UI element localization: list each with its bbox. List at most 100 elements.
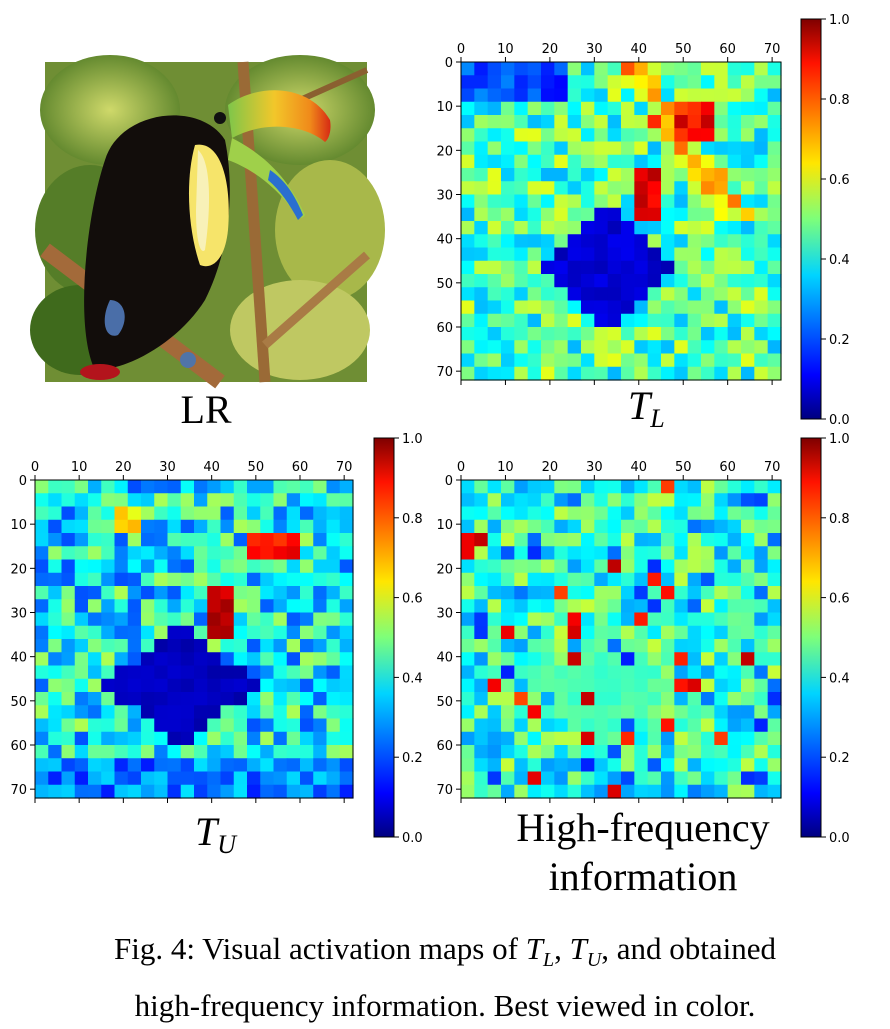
- heatmap-cell: [141, 784, 155, 799]
- heatmap-cell: [581, 652, 595, 667]
- heatmap-cell: [607, 115, 622, 129]
- heatmap-cell: [461, 274, 475, 288]
- heatmap-cell: [514, 353, 529, 368]
- heatmap-cell: [101, 599, 116, 614]
- heatmap-cell: [701, 88, 715, 103]
- heatmap-cell: [154, 745, 169, 759]
- heatmap-cell: [647, 572, 662, 587]
- heatmap-cell: [74, 758, 89, 773]
- heatmap-cell: [567, 181, 582, 196]
- heatmap-cell: [567, 313, 582, 328]
- heatmap-cell: [487, 101, 502, 116]
- heatmap-cell: [554, 784, 569, 799]
- heatmap-cell: [554, 731, 569, 746]
- heatmap-cell: [141, 546, 155, 561]
- heatmap-cell: [607, 75, 622, 90]
- heatmap-cell: [461, 207, 475, 222]
- heatmap-cell: [554, 340, 569, 355]
- heatmap-cell: [647, 327, 662, 341]
- heatmap-cell: [48, 639, 63, 653]
- heatmap-cell: [339, 692, 354, 706]
- heatmap-cell: [594, 194, 609, 209]
- heatmap-cell: [634, 533, 649, 547]
- heatmap-cell: [101, 784, 116, 799]
- heatmap-cell: [527, 366, 542, 381]
- heatmap-cell: [767, 533, 782, 547]
- heatmap-cell: [674, 207, 689, 222]
- heatmap-cell: [701, 678, 715, 693]
- heatmap-cell: [194, 718, 208, 733]
- heatmap-cell: [474, 313, 489, 328]
- heatmap-cell: [326, 506, 341, 521]
- heatmap-cell: [527, 115, 542, 129]
- heatmap-cell: [180, 718, 195, 733]
- heatmap-cell: [313, 784, 328, 799]
- heatmap-cell: [741, 493, 755, 508]
- heatmap-cell: [687, 274, 702, 288]
- heatmap-cell: [687, 181, 702, 196]
- heatmap-cell: [180, 665, 195, 680]
- heatmap-cell: [581, 234, 595, 249]
- heatmap-cell: [487, 652, 502, 667]
- heatmap-cell: [607, 506, 622, 521]
- heatmap-cell: [313, 493, 328, 508]
- heatmap-cell: [313, 506, 328, 521]
- heatmap-cell: [501, 260, 515, 275]
- y-tick-label: 10: [10, 518, 27, 533]
- heatmap-cell: [88, 665, 102, 680]
- heatmap-cell: [300, 586, 314, 600]
- heatmap-cell: [701, 533, 715, 547]
- heatmap-cell: [141, 519, 155, 534]
- heatmap-cell: [286, 625, 301, 640]
- heatmap-cell: [474, 586, 489, 600]
- heatmap-cell: [61, 480, 76, 494]
- heatmap-cell: [567, 546, 582, 561]
- heatmap-cell: [487, 366, 502, 381]
- heatmap-cell: [567, 692, 582, 706]
- heatmap-cell: [767, 168, 782, 182]
- heatmap-cell: [48, 519, 63, 534]
- x-tick-label: 40: [631, 460, 648, 475]
- heatmap-cell: [594, 154, 609, 169]
- heatmap-cell: [339, 639, 354, 653]
- heatmap-cell: [754, 493, 769, 508]
- heatmap-cell: [527, 154, 542, 169]
- colorbar-tick-label: 0.6: [829, 173, 850, 188]
- heatmap-cell: [621, 260, 635, 275]
- heatmap-cell: [594, 300, 609, 315]
- heatmap-cell: [701, 692, 715, 706]
- heatmap-cell: [286, 519, 301, 534]
- y-tick-label: 0: [445, 56, 453, 71]
- colorbar-tick-label: 0.0: [829, 831, 850, 846]
- heatmap-cell: [647, 652, 662, 667]
- heatmap-cell: [541, 692, 555, 706]
- heatmap-cell: [487, 692, 502, 706]
- heatmap-cell: [461, 340, 475, 355]
- heatmap-cell: [501, 327, 515, 341]
- heatmap-cell: [35, 758, 49, 773]
- heatmap-cell: [581, 599, 595, 614]
- heatmap-cell: [541, 115, 555, 129]
- heatmap-cell: [180, 480, 195, 494]
- x-tick-label: 10: [71, 460, 88, 475]
- heatmap-cell: [674, 519, 689, 534]
- heatmap-cell: [661, 705, 675, 720]
- heatmap-cell: [487, 731, 502, 746]
- heatmap-cell: [167, 586, 182, 600]
- heatmap-cell: [621, 154, 635, 169]
- colorbar-tick-label: 0.0: [402, 831, 423, 846]
- heatmap-cell: [727, 300, 742, 315]
- heatmap-cell: [313, 519, 328, 534]
- heatmap-cell: [581, 506, 595, 521]
- heatmap-cell: [154, 639, 169, 653]
- heatmap-cell: [767, 88, 782, 103]
- heatmap-cell: [634, 586, 649, 600]
- heatmap-cell: [727, 493, 742, 508]
- heatmap-cell: [527, 784, 542, 799]
- heatmap-cell: [687, 559, 702, 574]
- heatmap-cell: [567, 572, 582, 587]
- heatmap-cell: [594, 75, 609, 90]
- heatmap-cell: [594, 353, 609, 368]
- heatmap-cell: [621, 705, 635, 720]
